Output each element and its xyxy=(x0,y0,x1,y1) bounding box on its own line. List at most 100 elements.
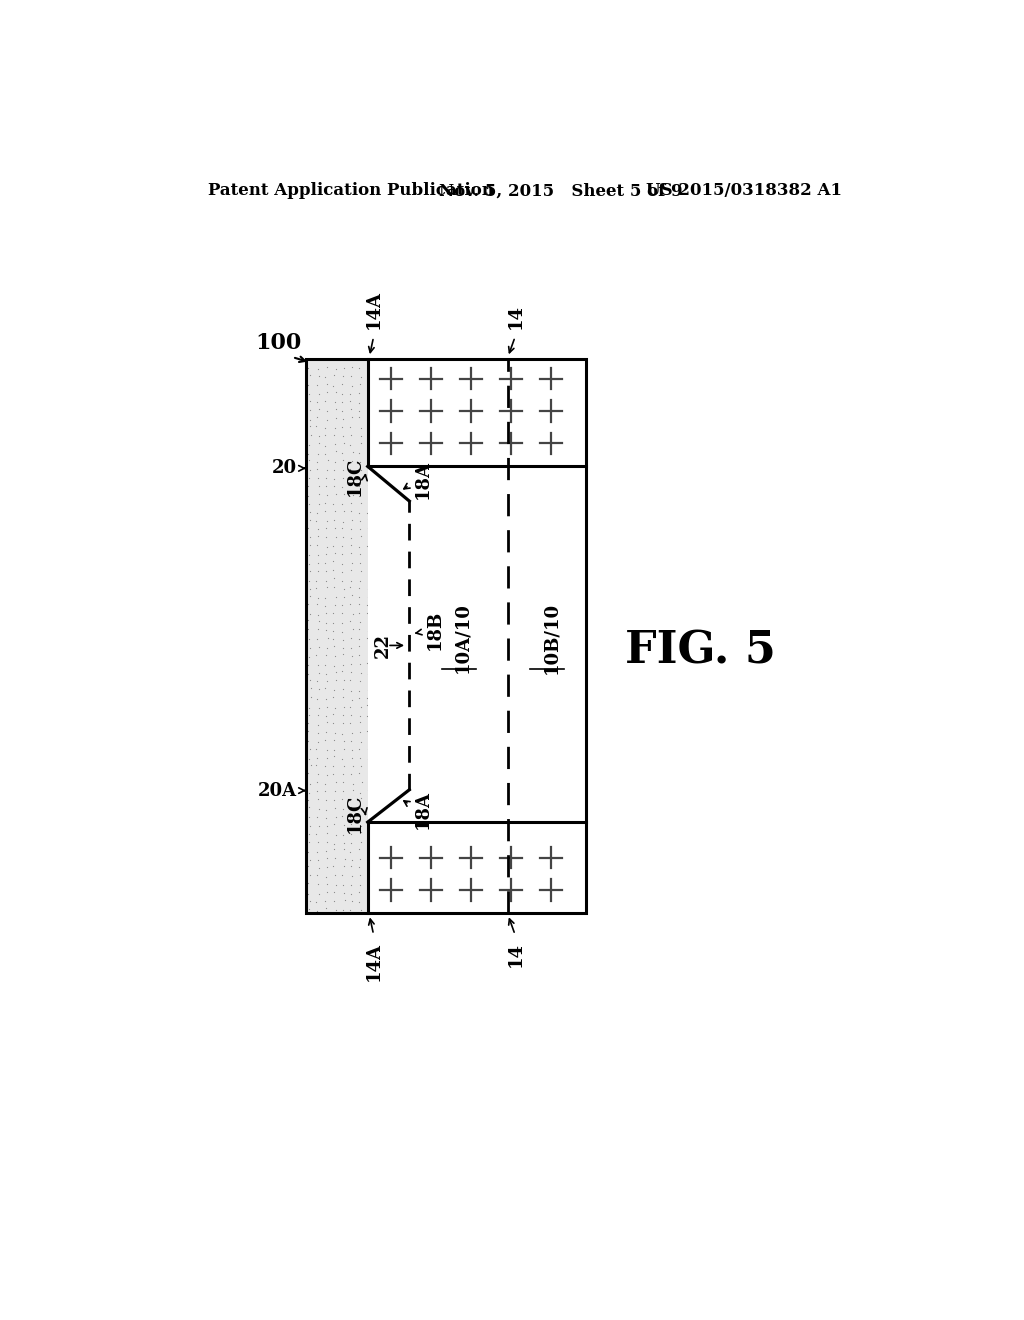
Point xyxy=(394,595,411,616)
Point xyxy=(369,619,385,640)
Point xyxy=(379,669,395,690)
Point xyxy=(343,424,359,445)
Point xyxy=(316,436,333,457)
Point xyxy=(369,484,385,506)
Point xyxy=(393,664,410,685)
Point xyxy=(334,570,350,591)
Point xyxy=(311,399,328,420)
Point xyxy=(369,477,385,498)
Point xyxy=(317,367,334,388)
Point xyxy=(393,620,410,642)
Point xyxy=(369,594,385,615)
Point xyxy=(343,680,359,701)
Point xyxy=(335,409,351,430)
Point xyxy=(334,748,350,770)
Point xyxy=(343,722,359,743)
Point xyxy=(310,731,327,752)
Point xyxy=(301,898,317,919)
Point xyxy=(335,638,351,659)
Point xyxy=(309,722,326,743)
Point xyxy=(300,855,316,876)
Point xyxy=(351,374,368,395)
Point xyxy=(360,731,377,752)
Point xyxy=(370,791,386,812)
Point xyxy=(350,503,367,524)
Point xyxy=(344,441,360,462)
Point xyxy=(369,602,385,623)
Point xyxy=(351,635,368,656)
Point xyxy=(343,796,359,817)
Point xyxy=(350,486,367,507)
Point xyxy=(351,544,368,565)
Text: 10B/10: 10B/10 xyxy=(542,602,560,673)
Point xyxy=(335,686,351,708)
Point xyxy=(316,391,333,412)
Point xyxy=(359,652,376,673)
Point xyxy=(369,652,385,673)
Point xyxy=(317,663,334,684)
Point xyxy=(335,425,351,446)
Point xyxy=(350,840,367,861)
Point xyxy=(310,484,327,506)
Point xyxy=(368,579,384,601)
Point xyxy=(336,500,352,521)
Point xyxy=(335,644,351,665)
Point xyxy=(336,738,352,759)
Point xyxy=(352,417,369,438)
Point xyxy=(310,714,327,735)
Point xyxy=(342,383,358,404)
Point xyxy=(344,510,360,531)
Point xyxy=(328,399,344,420)
Point xyxy=(325,494,341,515)
Point xyxy=(318,799,335,820)
Point xyxy=(300,486,316,507)
Point xyxy=(302,389,318,411)
Point xyxy=(342,416,358,437)
Text: FIG. 5: FIG. 5 xyxy=(625,630,776,673)
Point xyxy=(351,519,368,540)
Point xyxy=(328,661,344,682)
Text: 14A: 14A xyxy=(365,290,383,330)
Point xyxy=(310,663,327,684)
Point xyxy=(360,550,377,572)
Point xyxy=(344,450,360,471)
Point xyxy=(360,517,377,539)
Point xyxy=(318,536,335,557)
Point xyxy=(369,500,385,521)
Point xyxy=(326,655,342,676)
Text: 14: 14 xyxy=(507,942,524,968)
Point xyxy=(317,475,334,496)
Point xyxy=(334,602,350,623)
Point xyxy=(353,788,370,809)
Point xyxy=(334,661,350,682)
Point xyxy=(334,477,350,498)
Point xyxy=(351,680,368,701)
Point xyxy=(327,392,343,413)
Point xyxy=(393,627,410,648)
Point xyxy=(309,535,326,556)
Point xyxy=(359,458,376,479)
Point xyxy=(360,620,377,642)
Point xyxy=(370,755,386,776)
Point xyxy=(310,425,327,446)
Point xyxy=(370,763,386,784)
Point xyxy=(360,612,377,634)
Point xyxy=(344,585,360,606)
Point xyxy=(319,816,336,837)
Point xyxy=(344,467,360,488)
Point xyxy=(378,713,394,734)
Point xyxy=(379,593,395,614)
Point xyxy=(342,763,358,784)
Point xyxy=(358,536,375,557)
Point xyxy=(370,661,386,682)
Point xyxy=(311,858,328,879)
Point xyxy=(302,755,318,776)
Point xyxy=(385,483,401,504)
Point xyxy=(301,450,317,471)
Point xyxy=(301,774,317,795)
Point xyxy=(328,381,344,403)
Point xyxy=(378,739,394,760)
Point xyxy=(311,799,328,820)
Point xyxy=(334,544,350,565)
Point xyxy=(327,780,343,801)
